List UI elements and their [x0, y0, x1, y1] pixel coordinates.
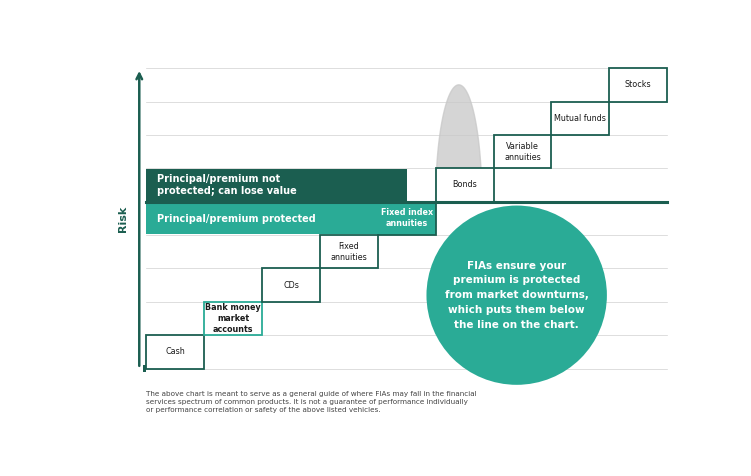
Bar — [262, 268, 320, 302]
Bar — [436, 169, 493, 202]
Bar — [320, 235, 378, 268]
Text: Variable
annuities: Variable annuities — [504, 141, 541, 162]
Text: Risk: Risk — [118, 205, 128, 231]
Ellipse shape — [427, 206, 607, 385]
Text: Bonds: Bonds — [452, 180, 477, 189]
Text: Fixed
annuities: Fixed annuities — [330, 242, 367, 262]
Text: Principal/premium not
protected; can lose value: Principal/premium not protected; can los… — [157, 174, 297, 196]
Text: Bank money
market
accounts: Bank money market accounts — [205, 303, 261, 334]
Text: Mutual funds: Mutual funds — [554, 114, 606, 123]
Bar — [143, 365, 146, 372]
Polygon shape — [436, 85, 482, 202]
Bar — [551, 101, 609, 135]
Text: CDs: CDs — [283, 281, 299, 290]
Bar — [493, 135, 551, 169]
Bar — [146, 335, 204, 368]
Text: Fixed index
annuities: Fixed index annuities — [381, 208, 433, 228]
Text: Cash: Cash — [165, 347, 185, 357]
Text: Stocks: Stocks — [625, 80, 652, 89]
Text: The above chart is meant to serve as a general guide of where FIAs may fall in t: The above chart is meant to serve as a g… — [146, 391, 477, 413]
Bar — [378, 202, 436, 235]
Bar — [146, 169, 407, 200]
Text: FIAs ensure your
premium is protected
from market downturns,
which puts them bel: FIAs ensure your premium is protected fr… — [445, 260, 589, 330]
Bar — [204, 302, 262, 335]
Text: Principal/premium protected: Principal/premium protected — [157, 214, 315, 224]
Bar — [146, 204, 407, 234]
Bar — [609, 68, 667, 101]
